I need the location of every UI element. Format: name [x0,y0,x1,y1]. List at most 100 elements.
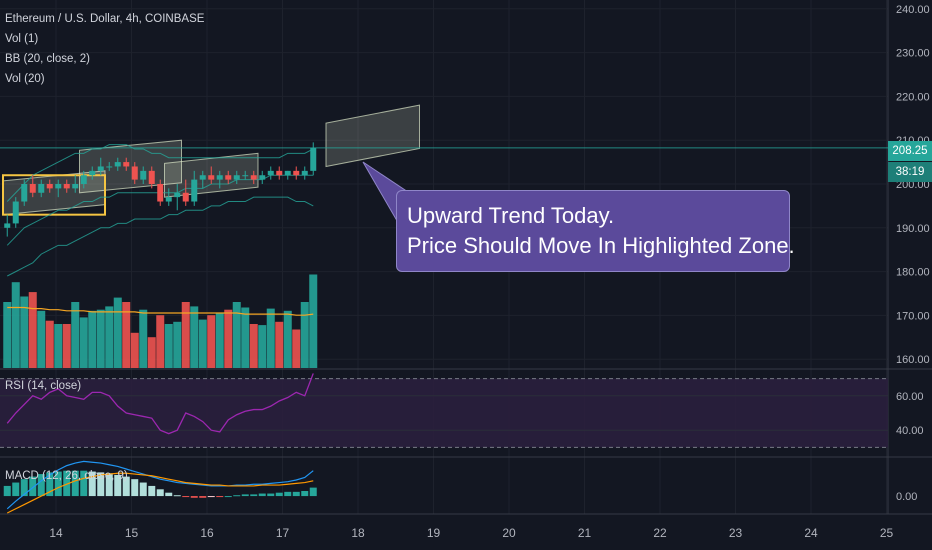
candle-body [225,175,232,180]
macd-tick-label: 0.00 [896,491,917,503]
candle-body [191,179,198,202]
macd-legend[interactable]: MACD (12, 26, close, 9) [5,470,128,482]
volume-bar [300,302,309,368]
time-tick-label: 22 [653,526,667,540]
candle-body [4,223,11,228]
macd-histogram-bar [63,470,71,497]
volume-bar [156,315,165,368]
price-tick-label: 220.00 [896,91,930,103]
macd-histogram-bar [301,491,309,497]
volume-bar [190,306,199,368]
macd-histogram-bar [267,493,275,497]
time-tick-label: 14 [49,526,63,540]
macd-histogram-bar [190,496,198,498]
candle-body [148,170,155,184]
candle-body [89,170,96,176]
macd-signal-line [6,472,314,514]
macd-histogram-bar [241,494,249,497]
macd-histogram-bar [37,474,45,497]
indicator-vol20[interactable]: Vol (20) [5,73,45,85]
indicator-vol1[interactable]: Vol (1) [5,33,39,45]
volume-bar [113,297,122,368]
candle-body [267,170,274,176]
candle-body [208,175,215,180]
annotation-callout[interactable]: Upward Trend Today. Price Should Move In… [396,190,795,272]
volume-bar [79,317,88,368]
last-price-badge: 208.25 [888,141,932,161]
macd-histogram-bar [233,495,241,497]
candle-body [97,166,104,171]
volume-bar [232,302,241,368]
countdown-badge: 38:19 [888,162,932,182]
macd-histogram-bar [207,496,215,498]
time-tick-label: 25 [880,526,894,540]
candle-body [21,184,28,202]
macd-histogram-bar [3,485,11,497]
price-tick-label: 160.00 [896,354,930,366]
volume-bar [62,324,71,368]
volume-bar [147,337,156,368]
rsi-tick-label: 60.00 [896,391,924,403]
candle-body [157,184,164,202]
volume-bar [241,307,250,368]
rsi-tick-label: 40.00 [896,425,924,437]
price-tick-label: 240.00 [896,4,930,16]
rsi-legend[interactable]: RSI (14, close) [5,380,82,392]
macd-histogram-bar [29,476,37,497]
time-tick-label: 16 [200,526,214,540]
indicator-bb[interactable]: BB (20, close, 2) [5,53,91,65]
time-tick-label: 24 [804,526,818,540]
volume-bar [71,302,80,368]
macd-histogram-bar [148,485,156,497]
volume-bar [3,302,12,368]
yellow-highlight-box [2,174,106,216]
volume-bar [28,292,37,368]
macd-histogram-bar [46,472,54,497]
bollinger-upper [6,144,314,202]
macd-histogram-bar [173,495,181,497]
macd-histogram-bar [54,471,62,497]
candle-body [55,184,62,189]
macd-histogram-bar [199,496,207,498]
volume-bar [20,296,29,368]
macd-histogram-bar [88,471,96,497]
volume-bar [37,310,46,368]
volume-bar [207,315,216,368]
volume-bar [45,320,54,368]
volume-bar [258,325,267,368]
candle-body [114,162,121,167]
volume-bar [292,329,301,368]
time-tick-label: 23 [729,526,743,540]
volume-moving-average [7,306,314,316]
candle-body [301,170,308,176]
volume-bar [309,274,318,368]
candle-body [165,197,172,202]
macd-histogram-bar [216,496,224,498]
candle-body [293,170,300,176]
volume-bar [249,324,258,368]
time-tick-label: 19 [427,526,441,540]
macd-histogram-bar [224,496,232,498]
volume-bar [54,324,63,368]
annotation-line-1: Upward Trend Today. [407,203,615,228]
candle-body [276,170,283,176]
time-tick-label: 21 [578,526,592,540]
candle-body [216,175,223,180]
rsi-band [0,378,888,448]
macd-histogram-bar [20,479,28,497]
time-tick-label: 17 [276,526,290,540]
macd-histogram-bar [292,491,300,497]
price-tick-label: 200.00 [896,179,930,191]
macd-histogram-bar [284,491,292,497]
bollinger-lower [7,196,314,277]
volume-bar [164,324,173,368]
candle-body [199,175,206,180]
time-tick-label: 18 [351,526,365,540]
annotation-line-2: Price Should Move In Highlighted Zone. [407,233,795,258]
candle-body [123,162,130,167]
macd-histogram-bar [114,474,122,497]
volume-bar [105,306,114,368]
macd-histogram-bar [156,489,164,497]
